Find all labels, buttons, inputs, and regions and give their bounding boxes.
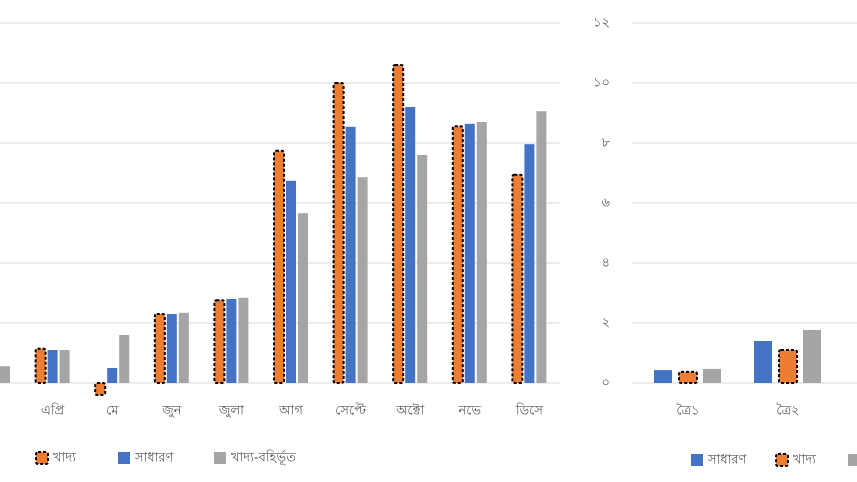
bar xyxy=(451,125,464,384)
bar xyxy=(332,82,345,384)
bar xyxy=(34,347,47,384)
bar xyxy=(178,312,189,383)
bar xyxy=(754,341,772,383)
bar xyxy=(654,370,672,383)
bar xyxy=(345,126,356,384)
bar xyxy=(166,314,177,383)
y-tick-label: ৬ xyxy=(602,196,611,211)
y-tick-label: ০ xyxy=(602,376,610,391)
x-tick-label: এপ্রি xyxy=(41,403,65,419)
legend-swatch xyxy=(848,454,857,466)
bar xyxy=(226,299,237,383)
y-tick-label: ৪ xyxy=(602,256,610,271)
legend-swatch xyxy=(775,453,789,467)
legend-swatch xyxy=(214,452,226,464)
x-tick-label: অক্টো xyxy=(395,404,424,419)
x-tick-label: ত্রৈ১ xyxy=(676,403,699,419)
x-tick-label: সেপ্টে xyxy=(335,403,367,419)
bar xyxy=(417,155,428,383)
bar xyxy=(238,297,249,383)
bar xyxy=(273,149,285,384)
bar xyxy=(392,64,405,384)
bar xyxy=(778,349,798,384)
y-tick-label: ১০ xyxy=(593,76,610,91)
bar xyxy=(476,122,487,383)
bar xyxy=(94,382,107,396)
bar xyxy=(47,350,58,383)
bar xyxy=(803,329,821,383)
bar xyxy=(464,123,475,384)
x-tick-label: ত্রৈ২ xyxy=(776,403,799,419)
legend-swatch xyxy=(691,454,703,466)
legend-swatch xyxy=(35,451,49,465)
y-tick-label: ৮ xyxy=(602,136,611,151)
legend-label: সাধারণ xyxy=(134,451,175,466)
y-tick-label: ২ xyxy=(602,316,610,331)
bar xyxy=(511,173,524,384)
bar xyxy=(0,366,10,383)
bar xyxy=(286,180,296,383)
x-tick-label: নভে xyxy=(457,404,481,419)
bar xyxy=(153,313,166,384)
x-tick-label: ডিসে xyxy=(515,403,544,419)
legend-swatch xyxy=(118,452,130,464)
x-tick-label: জুলা xyxy=(218,404,244,419)
x-tick-label: জুন xyxy=(161,404,182,419)
bar xyxy=(405,107,416,383)
bar xyxy=(59,350,70,383)
bar xyxy=(119,335,130,383)
legend-label: সাধারণ xyxy=(707,453,748,468)
y-tick-label: ১২ xyxy=(593,16,610,31)
x-tick-label: মে xyxy=(106,404,119,419)
bar xyxy=(298,213,308,383)
bar xyxy=(678,370,698,384)
x-tick-label: আগ xyxy=(278,404,303,419)
legend-label: খাদ্য xyxy=(793,453,816,468)
legend-label: খাদ্য-বহির্ভূত xyxy=(231,450,296,466)
bar xyxy=(357,177,368,383)
bar xyxy=(107,368,118,383)
legend-label: খাদ্য xyxy=(53,451,76,466)
bar xyxy=(524,144,535,383)
bar xyxy=(536,111,547,383)
bar xyxy=(703,368,721,383)
bar xyxy=(213,299,226,385)
